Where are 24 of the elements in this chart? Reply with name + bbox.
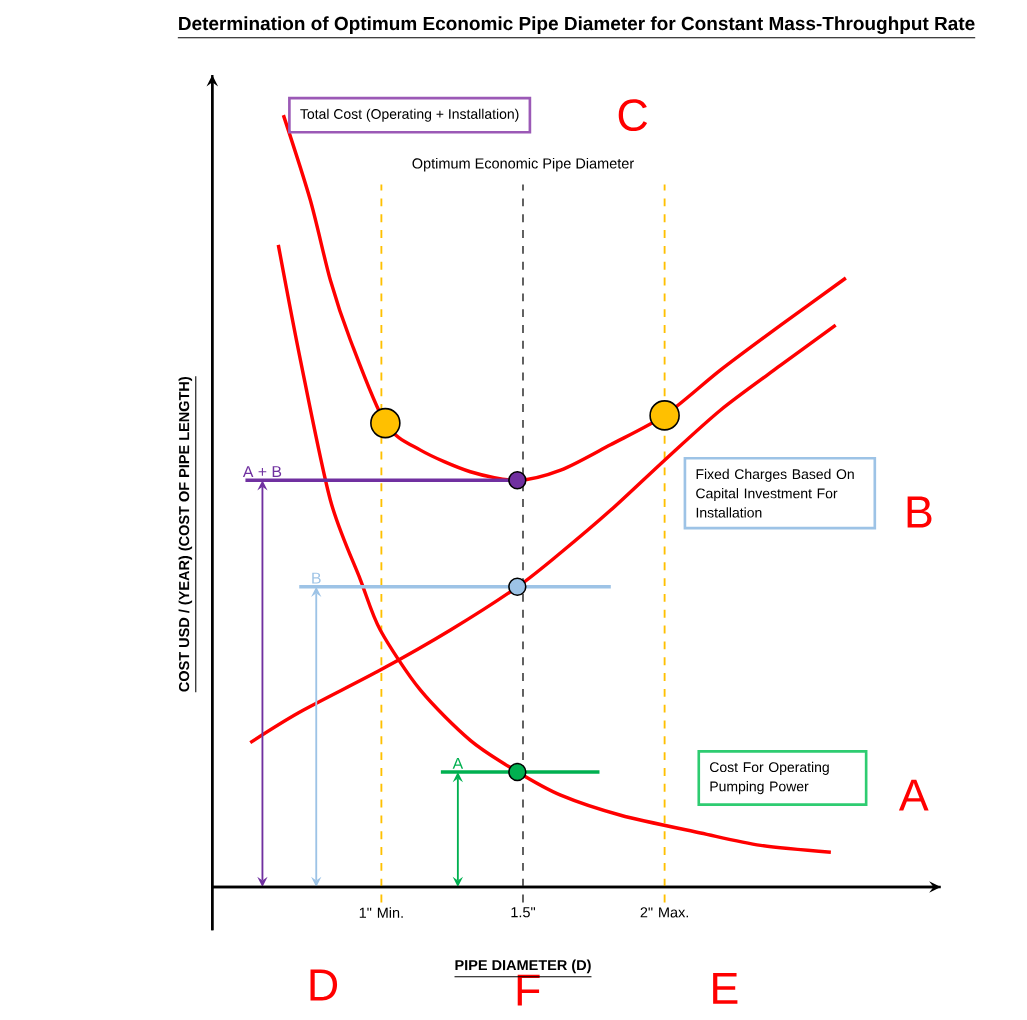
ref-line-label: Optimum Economic Pipe Diameter (412, 157, 634, 172)
point (508, 470, 527, 490)
series-label: A (452, 757, 464, 769)
chart-title: Determination of Optimum Economic Pipe Diameter for Constant Mass-Throughput Rate (179, 16, 975, 34)
x-tick-label: 2" Max. (640, 907, 688, 918)
series-label: A + B (242, 466, 282, 477)
x-tick-label: 1" Min. (359, 907, 403, 918)
point (508, 762, 527, 782)
annotation: Fixed Charges Based On Capital Investment For Installation (696, 468, 854, 518)
text: E (713, 972, 738, 1004)
point (649, 399, 680, 431)
annotation: Total Cost (Operating + Installation) (300, 108, 519, 122)
point (508, 577, 527, 596)
text: D (310, 969, 338, 1001)
x-axis-title: PIPE DIAMETER (D) (455, 959, 591, 973)
series-label: B (312, 572, 321, 584)
annotation: B (907, 496, 932, 528)
annotation: A (898, 779, 929, 811)
x-tick-label: 1.5" (511, 907, 536, 918)
annotation: C (618, 99, 648, 131)
annotation: Cost For Operating Pumping Power (710, 761, 829, 795)
y-axis-title: COST USD / (YEAR) (COST OF PIPE LENGTH) (178, 376, 193, 692)
text: F (517, 974, 540, 1006)
point (370, 407, 401, 439)
